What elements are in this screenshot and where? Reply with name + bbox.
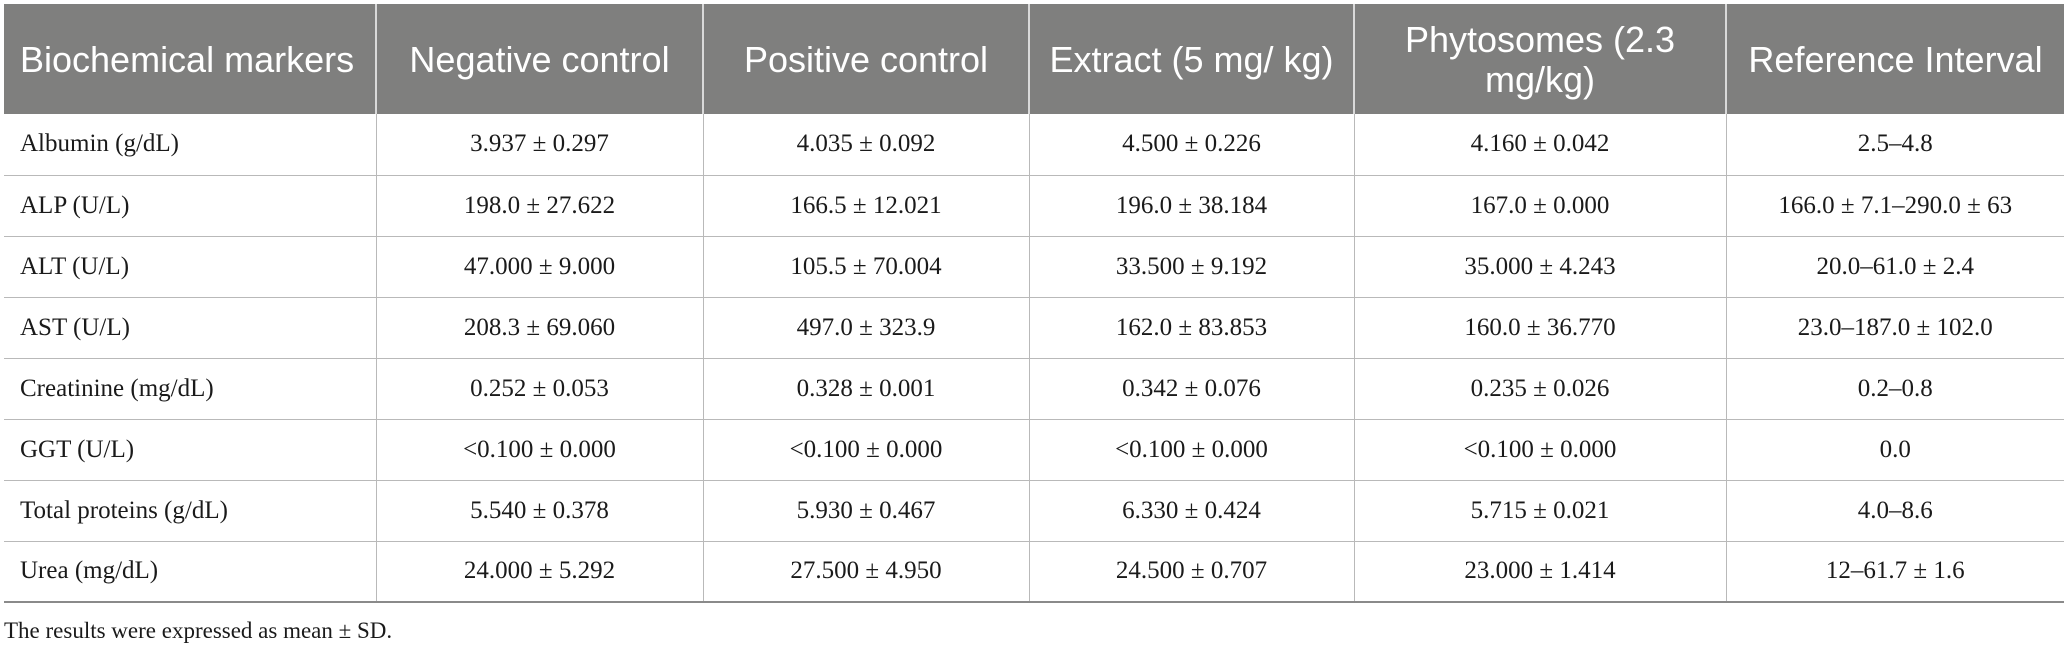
header-biochemical-markers: Biochemical markers <box>4 4 377 114</box>
negative-control-cell: <0.100 ± 0.000 <box>376 419 704 481</box>
reference-interval-cell: 12–61.7 ± 1.6 <box>1726 541 2064 603</box>
reference-interval-cell: 166.0 ± 7.1–290.0 ± 63 <box>1726 175 2064 237</box>
negative-control-cell: 0.252 ± 0.053 <box>376 358 704 420</box>
negative-control-cell: 198.0 ± 27.622 <box>376 175 704 237</box>
reference-interval-cell: 2.5–4.8 <box>1726 114 2064 176</box>
negative-control-cell: 24.000 ± 5.292 <box>376 541 704 603</box>
extract-cell: 33.500 ± 9.192 <box>1029 236 1355 298</box>
results-table-container: Biochemical markers Negative control Pos… <box>4 4 2064 603</box>
table-row: Albumin (g/dL) 3.937 ± 0.297 4.035 ± 0.0… <box>4 114 2064 176</box>
phytosomes-cell: 4.160 ± 0.042 <box>1354 114 1727 176</box>
marker-name-cell: Total proteins (g/dL) <box>4 480 377 542</box>
negative-control-cell: 47.000 ± 9.000 <box>376 236 704 298</box>
table-row: ALP (U/L) 198.0 ± 27.622 166.5 ± 12.021 … <box>4 175 2064 237</box>
positive-control-cell: 497.0 ± 323.9 <box>703 297 1030 359</box>
reference-interval-cell: 4.0–8.6 <box>1726 480 2064 542</box>
header-negative-control: Negative control <box>376 4 704 114</box>
marker-name-cell: Urea (mg/dL) <box>4 541 377 603</box>
table-row: GGT (U/L) <0.100 ± 0.000 <0.100 ± 0.000 … <box>4 419 2064 481</box>
phytosomes-cell: 5.715 ± 0.021 <box>1354 480 1727 542</box>
marker-name-cell: ALT (U/L) <box>4 236 377 298</box>
table-row: Creatinine (mg/dL) 0.252 ± 0.053 0.328 ±… <box>4 358 2064 420</box>
header-extract: Extract (5 mg/ kg) <box>1029 4 1355 114</box>
phytosomes-cell: <0.100 ± 0.000 <box>1354 419 1727 481</box>
positive-control-cell: 166.5 ± 12.021 <box>703 175 1030 237</box>
table-header: Biochemical markers Negative control Pos… <box>4 4 2064 114</box>
table-row: AST (U/L) 208.3 ± 69.060 497.0 ± 323.9 1… <box>4 297 2064 359</box>
header-row: Biochemical markers Negative control Pos… <box>4 4 2064 114</box>
extract-cell: 0.342 ± 0.076 <box>1029 358 1355 420</box>
reference-interval-cell: 20.0–61.0 ± 2.4 <box>1726 236 2064 298</box>
table-footnote: The results were expressed as mean ± SD. <box>4 618 393 643</box>
marker-name-cell: ALP (U/L) <box>4 175 377 237</box>
positive-control-cell: 105.5 ± 70.004 <box>703 236 1030 298</box>
marker-name-cell: Albumin (g/dL) <box>4 114 377 176</box>
table-row: Urea (mg/dL) 24.000 ± 5.292 27.500 ± 4.9… <box>4 541 2064 603</box>
phytosomes-cell: 23.000 ± 1.414 <box>1354 541 1727 603</box>
table-row: Total proteins (g/dL) 5.540 ± 0.378 5.93… <box>4 480 2064 542</box>
negative-control-cell: 3.937 ± 0.297 <box>376 114 704 176</box>
header-positive-control: Positive control <box>703 4 1030 114</box>
positive-control-cell: 27.500 ± 4.950 <box>703 541 1030 603</box>
extract-cell: 196.0 ± 38.184 <box>1029 175 1355 237</box>
phytosomes-cell: 167.0 ± 0.000 <box>1354 175 1727 237</box>
phytosomes-cell: 35.000 ± 4.243 <box>1354 236 1727 298</box>
marker-name-cell: GGT (U/L) <box>4 419 377 481</box>
table-body: Albumin (g/dL) 3.937 ± 0.297 4.035 ± 0.0… <box>4 114 2064 603</box>
table-row: ALT (U/L) 47.000 ± 9.000 105.5 ± 70.004 … <box>4 236 2064 298</box>
marker-name-cell: Creatinine (mg/dL) <box>4 358 377 420</box>
extract-cell: 6.330 ± 0.424 <box>1029 480 1355 542</box>
negative-control-cell: 5.540 ± 0.378 <box>376 480 704 542</box>
extract-cell: 162.0 ± 83.853 <box>1029 297 1355 359</box>
positive-control-cell: 4.035 ± 0.092 <box>703 114 1030 176</box>
extract-cell: 4.500 ± 0.226 <box>1029 114 1355 176</box>
reference-interval-cell: 0.2–0.8 <box>1726 358 2064 420</box>
positive-control-cell: 0.328 ± 0.001 <box>703 358 1030 420</box>
phytosomes-cell: 160.0 ± 36.770 <box>1354 297 1727 359</box>
positive-control-cell: <0.100 ± 0.000 <box>703 419 1030 481</box>
header-phytosomes: Phytosomes (2.3 mg/kg) <box>1354 4 1727 114</box>
reference-interval-cell: 0.0 <box>1726 419 2064 481</box>
extract-cell: <0.100 ± 0.000 <box>1029 419 1355 481</box>
reference-interval-cell: 23.0–187.0 ± 102.0 <box>1726 297 2064 359</box>
negative-control-cell: 208.3 ± 69.060 <box>376 297 704 359</box>
extract-cell: 24.500 ± 0.707 <box>1029 541 1355 603</box>
marker-name-cell: AST (U/L) <box>4 297 377 359</box>
positive-control-cell: 5.930 ± 0.467 <box>703 480 1030 542</box>
header-reference-interval: Reference Interval <box>1726 4 2064 114</box>
biochemical-markers-table: Biochemical markers Negative control Pos… <box>4 4 2064 603</box>
phytosomes-cell: 0.235 ± 0.026 <box>1354 358 1727 420</box>
